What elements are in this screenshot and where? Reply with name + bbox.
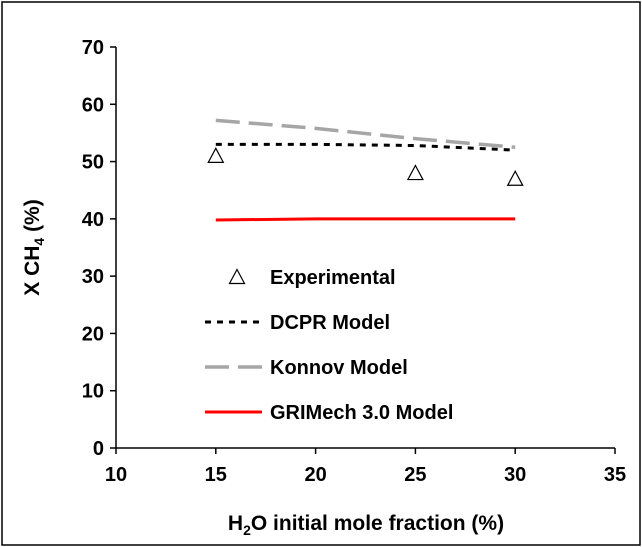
data-point-experimental bbox=[506, 169, 524, 186]
legend: Experimental DCPR Model Konnov Model GRIMec… bbox=[205, 267, 453, 424]
y-tick-label: 70 bbox=[82, 37, 104, 59]
y-tick-label: 30 bbox=[82, 266, 104, 288]
legend-label: DCPR Model bbox=[270, 312, 390, 334]
y-tick-label: 50 bbox=[82, 152, 104, 174]
y-tick-label: 10 bbox=[82, 381, 104, 403]
y-axis-title: X CH4 (%) bbox=[21, 199, 47, 295]
x-tick-label: 30 bbox=[504, 464, 526, 486]
x-tick-label: 25 bbox=[404, 464, 426, 486]
series-line-grimech-3-0-model bbox=[215, 217, 516, 222]
y-tick-label: 0 bbox=[93, 438, 104, 460]
series-experimental bbox=[207, 147, 524, 186]
legend-label: Experimental bbox=[270, 267, 396, 289]
series-dcpr-model bbox=[215, 142, 516, 152]
y-tick-label: 20 bbox=[82, 323, 104, 345]
series-line-dcpr-model bbox=[215, 142, 516, 152]
y-tick-label: 60 bbox=[82, 94, 104, 116]
x-tick-label: 10 bbox=[105, 464, 127, 486]
x-axis-title: H2O initial mole fraction (%) bbox=[228, 512, 504, 538]
data-point-experimental bbox=[406, 164, 424, 181]
series-grimech-3-0-model bbox=[215, 217, 516, 222]
legend-label: GRIMech 3.0 Model bbox=[270, 402, 453, 424]
x-tick-label: 35 bbox=[604, 464, 626, 486]
series-line-konnov-model bbox=[215, 118, 516, 149]
legend-marker bbox=[228, 268, 246, 285]
series-konnov-model bbox=[215, 118, 516, 149]
data-point-experimental bbox=[207, 147, 225, 163]
x-tick-label: 20 bbox=[304, 464, 326, 486]
x-tick-label: 15 bbox=[205, 464, 227, 486]
y-tick-label: 40 bbox=[82, 209, 104, 231]
legend-label: Konnov Model bbox=[270, 357, 408, 379]
